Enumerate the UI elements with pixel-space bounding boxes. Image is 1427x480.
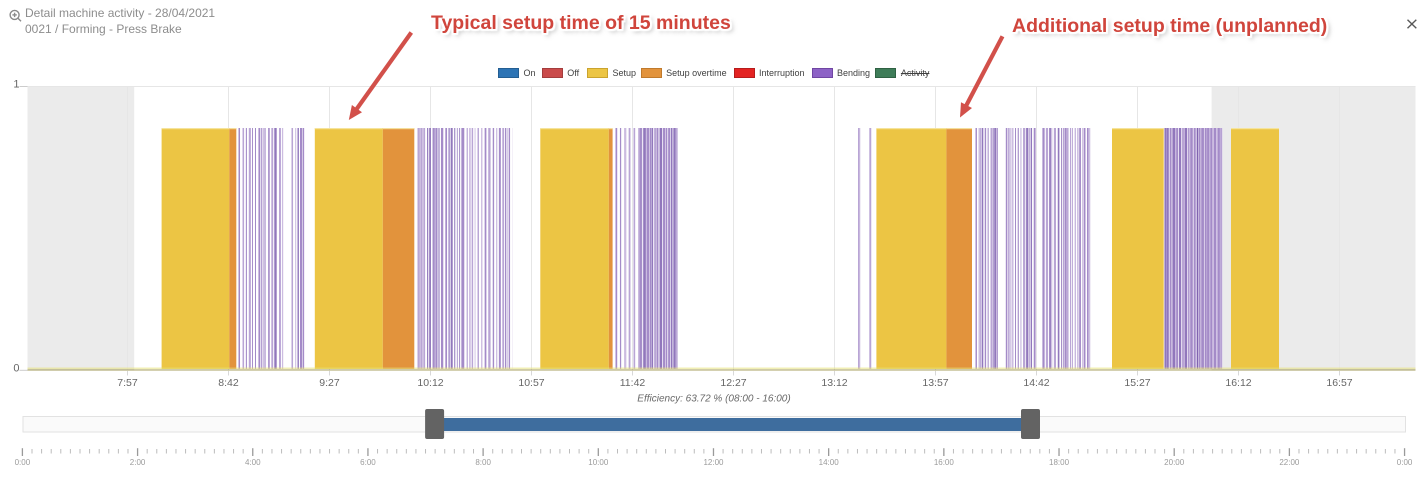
- svg-text:12:00: 12:00: [703, 458, 724, 467]
- svg-text:16:57: 16:57: [1326, 377, 1352, 389]
- svg-text:10:00: 10:00: [588, 458, 609, 467]
- svg-text:2:00: 2:00: [130, 458, 146, 467]
- svg-text:0:00: 0:00: [15, 458, 31, 467]
- svg-text:16:12: 16:12: [1225, 377, 1251, 389]
- svg-text:8:00: 8:00: [475, 458, 491, 467]
- svg-text:20:00: 20:00: [1164, 458, 1185, 467]
- svg-text:6:00: 6:00: [360, 458, 376, 467]
- svg-text:4:00: 4:00: [245, 458, 261, 467]
- svg-text:11:42: 11:42: [620, 377, 646, 389]
- svg-text:22:00: 22:00: [1279, 458, 1300, 467]
- svg-text:10:57: 10:57: [518, 377, 544, 389]
- svg-text:16:00: 16:00: [934, 458, 955, 467]
- svg-text:10:12: 10:12: [417, 377, 443, 389]
- svg-text:12:27: 12:27: [720, 377, 746, 389]
- svg-text:15:27: 15:27: [1124, 377, 1150, 389]
- svg-text:0:00: 0:00: [1397, 458, 1413, 467]
- svg-text:Efficiency: 63.72 % (08:00 - 1: Efficiency: 63.72 % (08:00 - 16:00): [637, 394, 790, 405]
- svg-text:14:42: 14:42: [1023, 377, 1049, 389]
- svg-text:0: 0: [13, 363, 19, 375]
- svg-text:9:27: 9:27: [319, 377, 340, 389]
- svg-text:13:12: 13:12: [821, 377, 847, 389]
- svg-text:14:00: 14:00: [819, 458, 840, 467]
- svg-text:7:57: 7:57: [117, 377, 138, 389]
- svg-text:1: 1: [13, 79, 19, 91]
- svg-text:18:00: 18:00: [1049, 458, 1070, 467]
- svg-text:13:57: 13:57: [922, 377, 948, 389]
- svg-text:8:42: 8:42: [218, 377, 239, 389]
